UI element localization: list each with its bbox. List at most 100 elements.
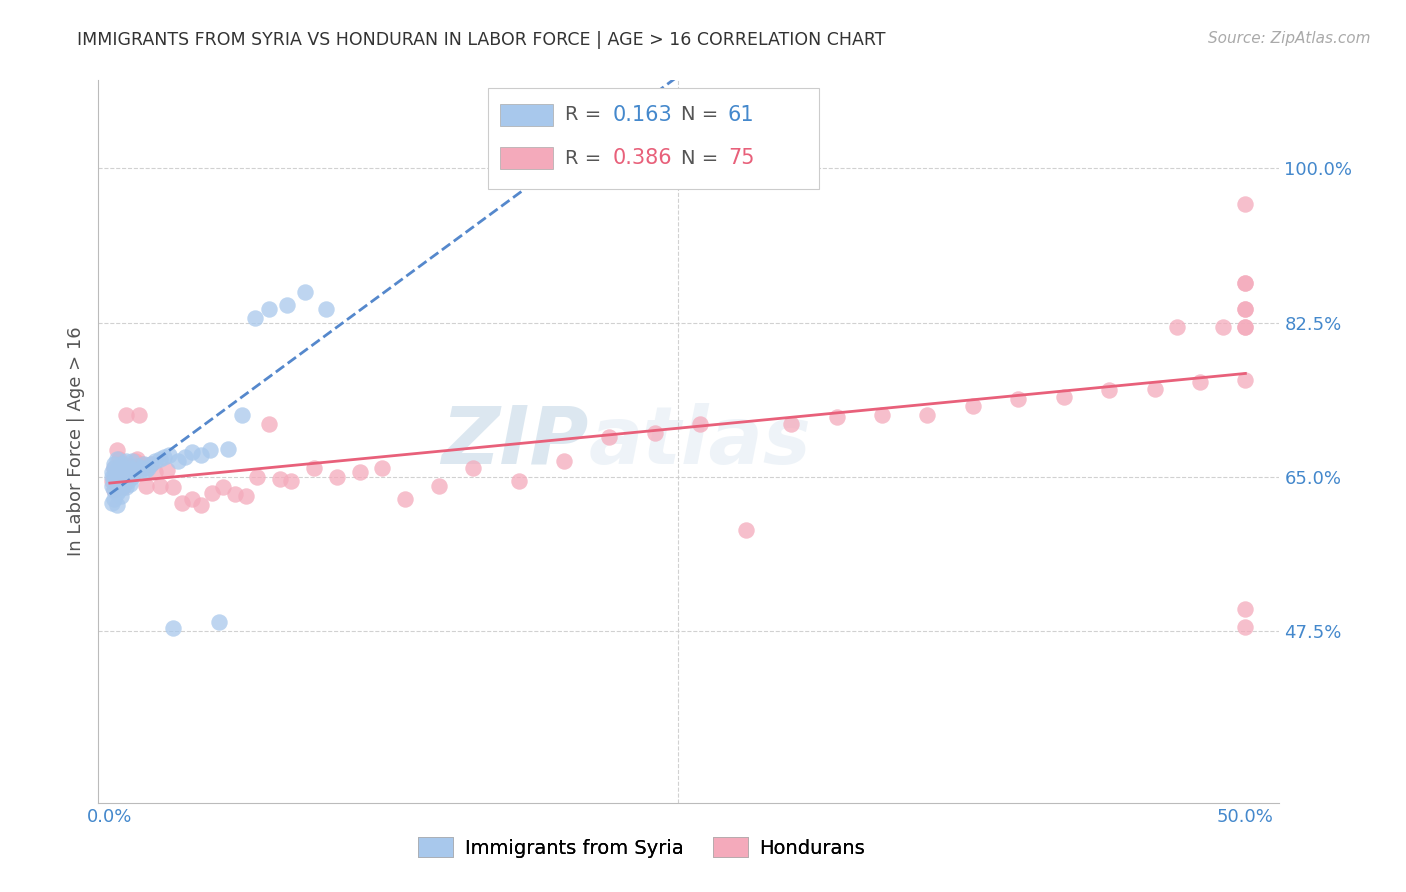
Point [553,454,575,468]
Point [121,454,143,468]
Point [120,459,142,474]
Point [162,480,184,494]
Point [139,457,162,471]
Point [162,621,184,635]
Point [117,466,139,480]
Point [257,417,280,431]
Point [108,480,131,494]
Point [112,457,135,471]
Point [1098,384,1121,398]
Point [349,466,371,480]
Point [105,463,128,477]
Point [105,470,128,484]
Point [1188,375,1211,389]
Point [1234,196,1257,211]
Point [1053,391,1076,405]
Text: N =: N = [681,149,724,168]
Point [120,476,142,491]
Point [1234,320,1257,334]
Point [1234,276,1257,290]
Point [131,457,153,471]
Point [125,459,148,474]
Point [235,489,257,503]
Point [125,452,148,467]
Point [131,461,153,475]
Point [1007,392,1029,407]
Point [103,461,125,475]
Point [124,454,146,468]
Text: 75: 75 [728,148,755,169]
Point [108,463,131,477]
Point [1234,276,1257,290]
Point [180,445,202,459]
Point [190,448,212,462]
Point [734,523,756,537]
Point [294,285,316,299]
Legend: Immigrants from Syria, Hondurans: Immigrants from Syria, Hondurans [411,830,873,865]
Point [825,409,848,424]
Point [103,470,125,484]
Point [128,466,150,480]
Point [101,474,124,488]
Point [103,457,125,471]
Point [114,480,136,494]
Point [1143,382,1166,396]
Point [153,450,176,465]
Point [172,496,194,510]
Text: N =: N = [681,105,724,125]
Point [302,461,325,475]
Point [157,448,180,462]
Point [110,461,132,475]
Point [371,461,394,475]
Point [155,463,177,477]
Point [110,476,132,491]
Point [1234,302,1257,317]
Point [105,485,128,500]
Text: IMMIGRANTS FROM SYRIA VS HONDURAN IN LABOR FORCE | AGE > 16 CORRELATION CHART: IMMIGRANTS FROM SYRIA VS HONDURAN IN LAB… [77,31,886,49]
Point [132,457,155,471]
Point [103,491,125,506]
Point [103,483,125,497]
Point [108,474,131,488]
Point [103,474,125,488]
Point [101,478,124,492]
Point [108,483,131,497]
Point [598,430,620,444]
Point [917,408,939,422]
Point [231,408,253,422]
Point [143,466,166,480]
Point [117,474,139,488]
Point [105,478,128,492]
Point [394,491,416,506]
Point [101,496,124,510]
FancyBboxPatch shape [501,147,553,169]
Text: ZIP: ZIP [441,402,589,481]
Point [224,487,246,501]
Point [112,461,135,475]
Point [114,408,136,422]
Point [112,478,135,492]
Point [198,443,221,458]
Point [173,450,195,465]
Point [217,442,239,456]
Point [149,452,172,467]
FancyBboxPatch shape [501,104,553,126]
Point [180,491,202,506]
Point [1234,602,1257,616]
Point [114,470,136,484]
Point [128,408,150,422]
Point [110,457,132,471]
Point [962,399,984,413]
FancyBboxPatch shape [488,87,818,189]
Point [101,466,124,480]
Point [139,457,162,471]
Point [1234,320,1257,334]
Y-axis label: In Labor Force | Age > 16: In Labor Force | Age > 16 [66,326,84,557]
Point [201,485,224,500]
Text: R =: R = [565,105,607,125]
Point [689,417,711,431]
Point [117,470,139,484]
Point [117,463,139,477]
Text: Source: ZipAtlas.com: Source: ZipAtlas.com [1208,31,1371,46]
Point [112,480,135,494]
